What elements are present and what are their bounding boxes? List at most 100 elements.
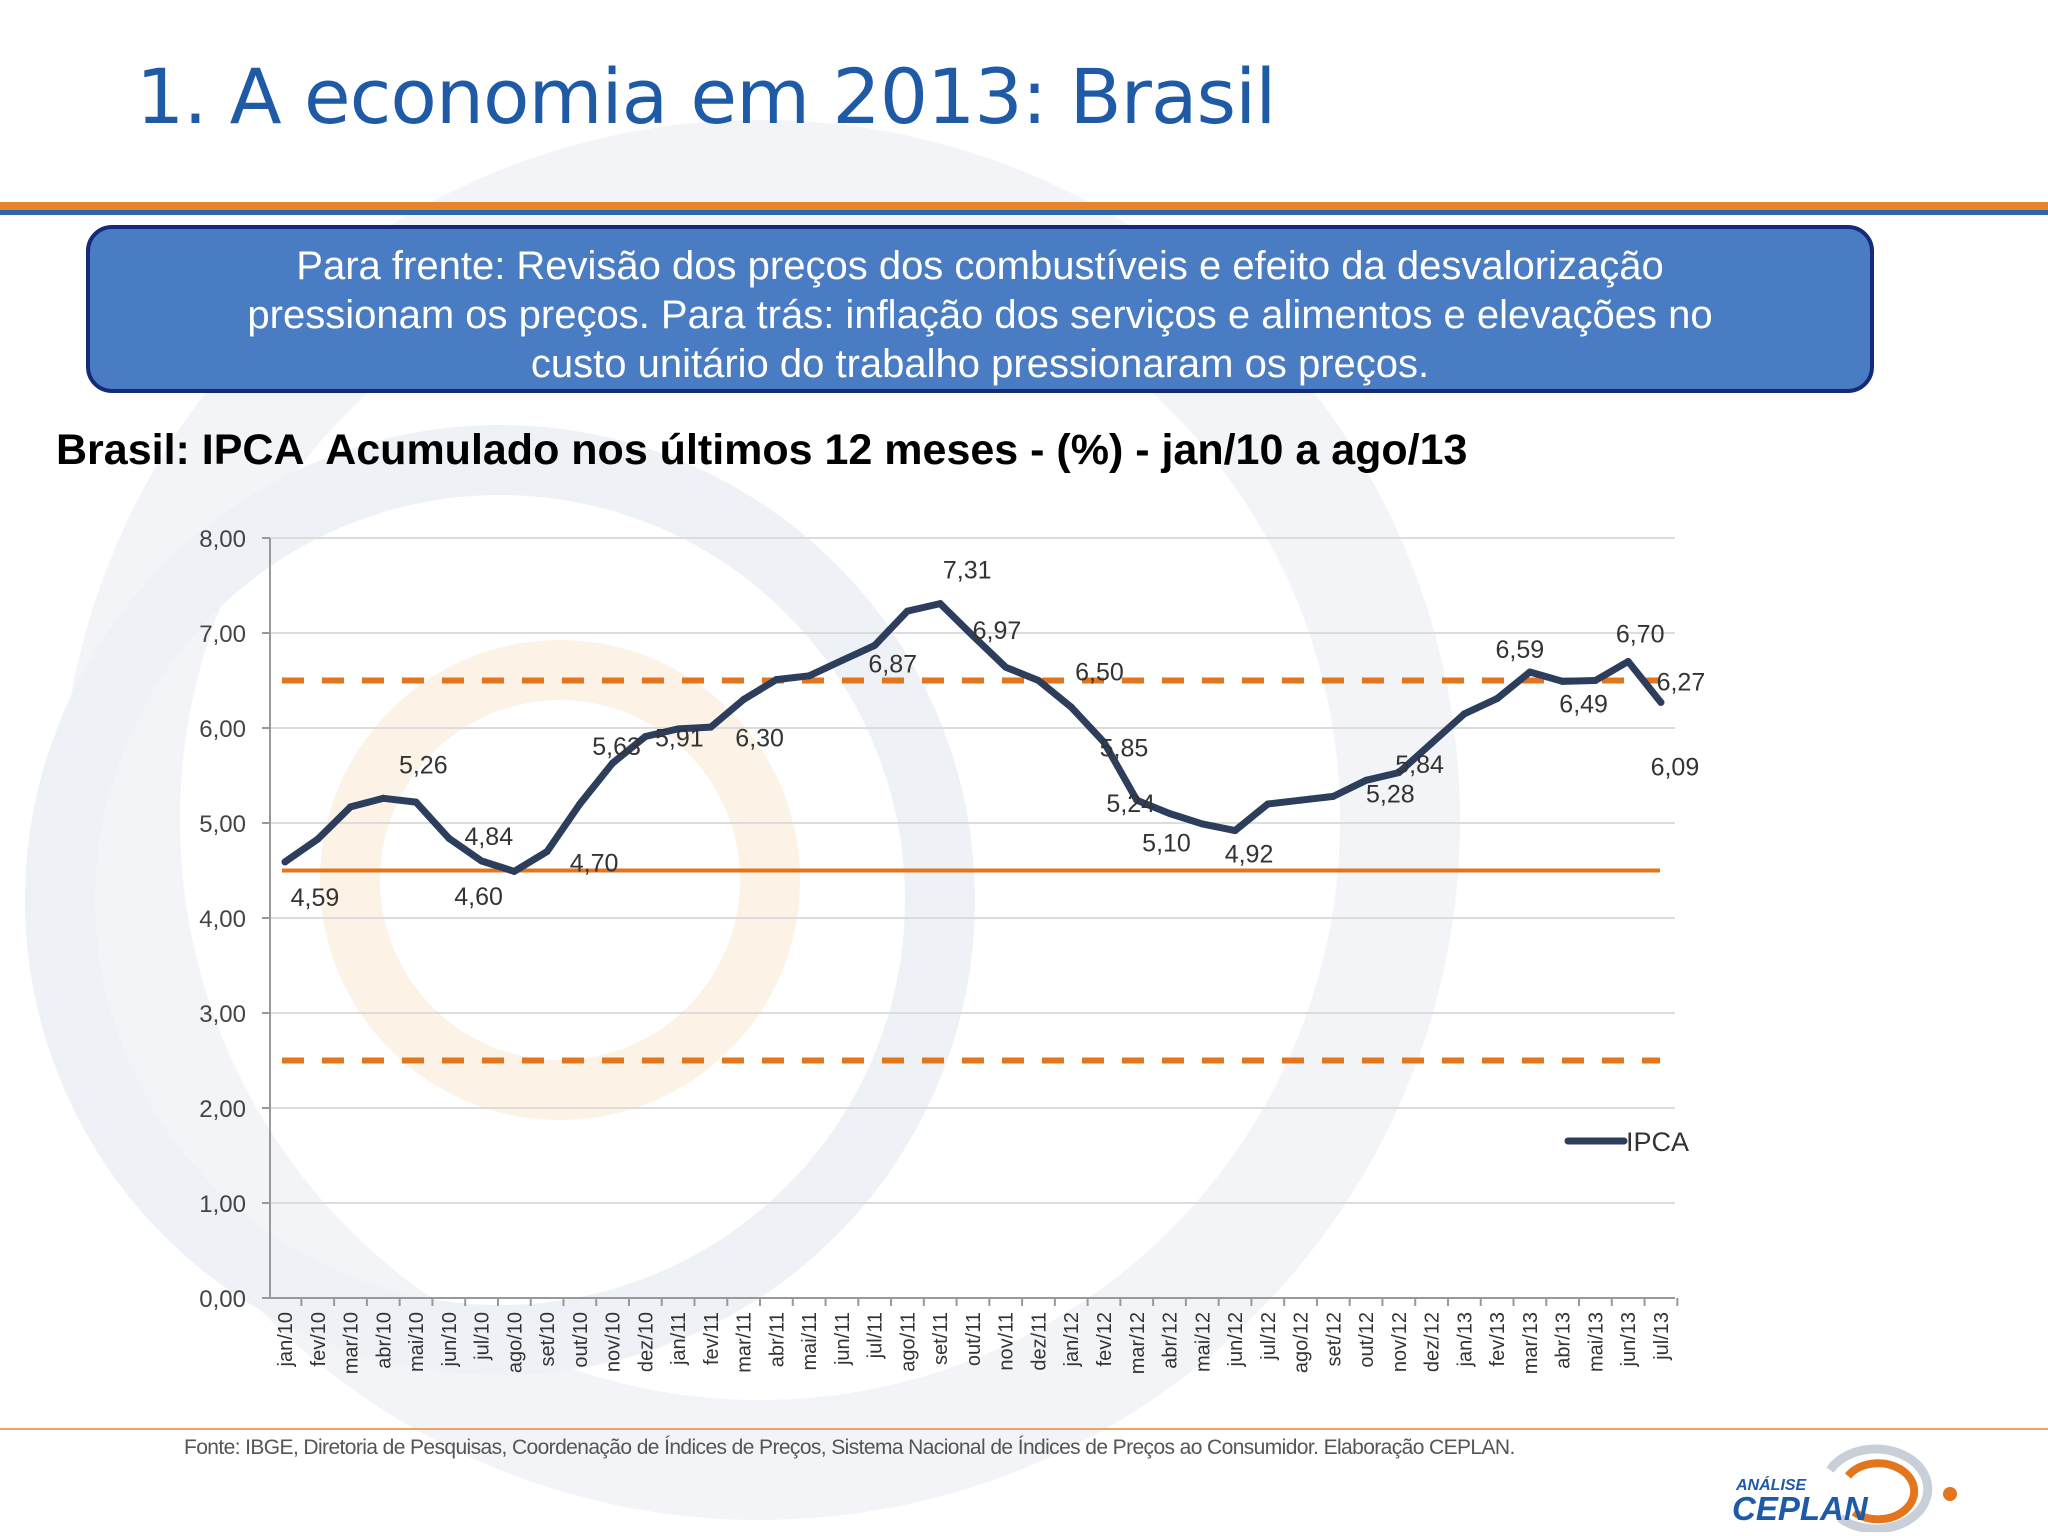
y-tick-label: 3,00 xyxy=(199,1001,246,1028)
x-tick-label: jun/12 xyxy=(1225,1312,1247,1368)
series-point xyxy=(871,641,879,649)
x-tick-label: dez/11 xyxy=(1028,1312,1050,1371)
x-tick-label: jun/13 xyxy=(1618,1312,1640,1368)
x-tick-label: nov/11 xyxy=(996,1312,1018,1371)
series-point xyxy=(1198,820,1206,828)
x-tick-label: abr/10 xyxy=(373,1312,395,1369)
x-tick-label: fev/11 xyxy=(701,1312,723,1365)
x-tick-label: mar/12 xyxy=(1127,1312,1149,1374)
data-label: 5,10 xyxy=(1142,830,1191,858)
series-point xyxy=(1166,810,1174,817)
x-tick-label: mar/10 xyxy=(341,1312,363,1374)
ipca-line-chart: 0,00 1,00 2,00 3,00 4,00 5,00 6,00 7,00 8,00 jan/… xyxy=(199,526,1706,1374)
series-point xyxy=(1460,710,1468,718)
svg-text:ANÁLISE: ANÁLISE xyxy=(1735,1475,1808,1494)
legend-label-ipca: IPCA xyxy=(1626,1127,1689,1157)
x-tick-label: dez/12 xyxy=(1422,1312,1444,1372)
series-point xyxy=(543,848,551,855)
x-tick-label: jul/13 xyxy=(1651,1312,1673,1361)
data-label: 7,31 xyxy=(943,557,992,585)
header-rule-orange xyxy=(0,202,2048,210)
series-point xyxy=(1624,658,1632,665)
x-tick-label: abr/13 xyxy=(1553,1312,1575,1369)
series-point xyxy=(478,857,486,865)
series-point xyxy=(805,672,813,680)
footer-rule xyxy=(0,1428,2048,1430)
x-tick-label: fev/12 xyxy=(1094,1312,1116,1366)
data-label: 4,59 xyxy=(291,884,340,912)
y-tick-label: 6,00 xyxy=(199,716,246,743)
y-tick-label: 8,00 xyxy=(199,526,246,553)
series-point xyxy=(281,858,289,866)
legend: IPCA xyxy=(1564,1127,1689,1157)
y-tick-label: 0,00 xyxy=(199,1286,246,1313)
data-label: 6,97 xyxy=(973,617,1022,645)
series-point xyxy=(1591,677,1599,684)
x-tick-label: set/12 xyxy=(1323,1312,1345,1366)
series-point xyxy=(576,800,584,808)
x-tick-label: fev/10 xyxy=(308,1312,330,1366)
x-tick-label: jul/12 xyxy=(1258,1312,1280,1361)
y-tick-label: 2,00 xyxy=(199,1096,246,1123)
series-point xyxy=(609,759,617,767)
series-point xyxy=(1559,677,1567,685)
series-point xyxy=(674,725,682,733)
series-point xyxy=(1428,739,1436,747)
series-point xyxy=(1362,776,1370,784)
series-point xyxy=(1297,796,1305,804)
series-point xyxy=(903,607,911,615)
header-rule-blue xyxy=(0,210,2048,215)
data-label: 5,26 xyxy=(399,751,448,779)
data-label: 5,91 xyxy=(655,725,704,753)
axes: 0,00 1,00 2,00 3,00 4,00 5,00 6,00 7,00 8,00 jan/… xyxy=(199,526,1679,1374)
data-label: 6,50 xyxy=(1075,659,1124,687)
data-labels: 4,59 5,26 4,84 4,60 4,70 5,63 5,91 6,30 6,87 7,31… xyxy=(291,557,1706,912)
source-note: Fonte: IBGE, Diretoria de Pesquisas, Coo… xyxy=(184,1436,1515,1459)
x-tick-label: mai/10 xyxy=(406,1312,428,1372)
series-point xyxy=(1526,668,1534,676)
x-tick-label: dez/10 xyxy=(635,1312,657,1372)
x-tick-label: set/11 xyxy=(930,1312,952,1365)
series-point xyxy=(314,835,322,843)
series-point xyxy=(1395,769,1403,777)
x-tick-label: jan/12 xyxy=(1061,1312,1083,1368)
x-tick-label: fev/13 xyxy=(1487,1312,1509,1366)
series-point xyxy=(1067,703,1075,711)
data-label: 6,49 xyxy=(1559,690,1608,718)
x-tick-label: ago/12 xyxy=(1291,1312,1313,1373)
series-point xyxy=(510,867,518,875)
x-tick-label: jul/10 xyxy=(472,1312,494,1361)
x-tick-label: jul/11 xyxy=(865,1312,887,1359)
data-label: 6,30 xyxy=(735,725,784,753)
series-point xyxy=(1002,663,1010,671)
x-tick-label: ago/10 xyxy=(504,1312,526,1373)
series-point xyxy=(1493,695,1501,703)
x-tick-label: mai/12 xyxy=(1192,1312,1214,1372)
series-point xyxy=(1329,792,1337,800)
data-label: 4,70 xyxy=(570,850,619,878)
x-tick-label: set/10 xyxy=(537,1312,559,1366)
data-label: 4,60 xyxy=(454,883,503,911)
x-tick-label: jun/11 xyxy=(832,1312,854,1366)
data-label: 5,28 xyxy=(1366,780,1415,808)
series-point xyxy=(641,733,649,741)
x-tick-label: jan/13 xyxy=(1454,1312,1476,1368)
ceplan-logo: ANÁLISE CEPLAN xyxy=(1732,1444,1957,1532)
data-label: 5,63 xyxy=(592,733,641,761)
gridlines xyxy=(270,537,1675,1204)
data-label: 4,84 xyxy=(464,823,513,851)
series-point xyxy=(1657,698,1665,706)
series-point xyxy=(936,600,944,608)
data-label: 5,84 xyxy=(1395,751,1444,779)
x-tick-label: out/10 xyxy=(570,1312,592,1368)
x-tick-label: jan/10 xyxy=(275,1312,297,1368)
series-point xyxy=(1034,677,1042,684)
data-label: 5,24 xyxy=(1106,790,1155,818)
series-point xyxy=(412,798,420,806)
series-point xyxy=(379,794,387,802)
data-label: 6,87 xyxy=(868,650,917,678)
x-tick-label: abr/12 xyxy=(1160,1312,1182,1369)
data-label: 6,70 xyxy=(1616,621,1665,649)
x-tick-label: nov/10 xyxy=(603,1312,625,1372)
